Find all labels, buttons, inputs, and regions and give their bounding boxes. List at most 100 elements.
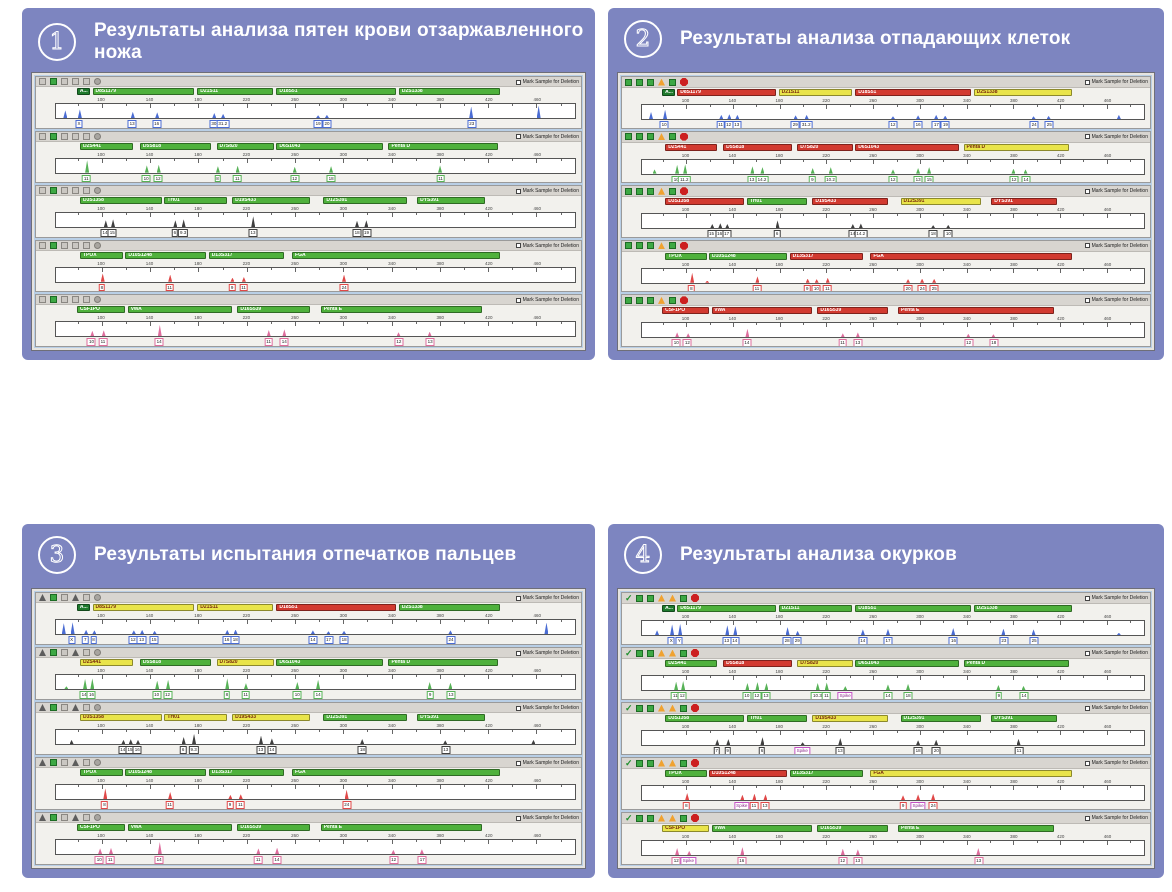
allele-label[interactable]: 16 [86,691,96,699]
mark-sample-checkbox[interactable] [1084,243,1090,249]
allele-label[interactable]: 12 [290,174,300,183]
green-square-icon[interactable] [50,132,57,140]
allele-label[interactable]: 13 [248,229,258,237]
allele-label[interactable]: 12 [677,692,687,699]
allele-label[interactable]: 14 [313,691,323,699]
allele-label[interactable]: 12 [964,339,974,346]
mark-sample-checkbox[interactable] [515,650,521,656]
green-square-icon[interactable] [636,242,643,250]
allele-label[interactable]: 14 [272,856,282,864]
allele-label[interactable]: 11 [749,802,759,809]
allele-label[interactable]: 8 [223,691,231,699]
gray-square-icon[interactable] [61,759,68,766]
allele-label[interactable]: Spike [680,857,697,864]
dark-triangle-icon[interactable] [72,649,79,656]
allele-label[interactable]: 14 [154,338,164,346]
green-square-icon[interactable] [50,78,57,85]
gray-square-icon[interactable] [39,132,46,140]
allele-label[interactable]: 11 [436,174,445,183]
green-square-icon[interactable] [50,704,57,711]
green-square-icon[interactable] [636,759,643,767]
allele-label[interactable]: 11.2 [678,175,691,183]
allele-label[interactable]: 14 [1021,175,1031,183]
allele-label[interactable]: 12 [752,692,762,699]
green-square-icon[interactable] [680,649,687,657]
warn-triangle-icon[interactable] [658,133,665,141]
allele-label[interactable]: Spike [910,802,926,809]
green-square-icon[interactable] [50,187,57,195]
allele-label[interactable]: 10.2 [824,175,837,183]
green-square-icon[interactable] [50,241,57,249]
red-octagon-icon[interactable] [691,649,699,657]
gray-square-icon[interactable] [61,132,68,140]
allele-label[interactable]: 11 [823,284,832,292]
mark-sample-checkbox[interactable] [1084,188,1090,194]
gray-circle-icon[interactable] [94,187,101,195]
allele-label[interactable]: 14 [279,338,289,346]
mark-sample-checkbox[interactable] [515,79,521,85]
allele-label[interactable]: 10 [943,230,953,237]
allele-label[interactable]: 13 [853,857,863,864]
allele-label[interactable]: 10 [141,174,151,183]
gray-circle-icon[interactable] [94,296,101,304]
allele-label[interactable]: 18 [357,746,367,754]
allele-label[interactable]: Spike [794,747,810,754]
green-square-icon[interactable] [636,187,643,195]
allele-label[interactable]: 9 [804,284,811,292]
allele-label[interactable]: 18 [989,339,999,346]
allele-label[interactable]: 8 [101,801,108,809]
green-square-icon[interactable] [647,759,654,767]
allele-label[interactable]: 9 [899,802,907,809]
green-square-icon[interactable] [50,594,57,601]
allele-label[interactable]: 24 [342,801,352,809]
allele-label[interactable]: 15 [149,636,159,644]
gray-circle-icon[interactable] [94,759,101,766]
allele-label[interactable]: 20 [903,284,913,292]
mark-sample-checkbox[interactable] [1084,297,1090,303]
allele-label[interactable]: 14 [858,637,868,644]
warn-triangle-icon[interactable] [658,594,665,602]
allele-label[interactable]: 18 [913,747,923,754]
warn-triangle-icon[interactable] [669,649,676,657]
allele-label[interactable]: 11 [752,284,762,292]
allele-label[interactable]: 6 [179,746,187,754]
allele-label[interactable]: Spike [837,692,853,699]
green-square-icon[interactable] [647,649,654,657]
gray-square-icon[interactable] [72,187,79,195]
dark-triangle-icon[interactable] [72,704,79,711]
allele-label[interactable]: 9 [995,692,1003,699]
allele-label[interactable]: 11 [253,856,263,864]
gray-square-icon[interactable] [83,704,90,711]
allele-label[interactable]: X [75,120,83,128]
allele-label[interactable]: 11 [165,283,174,292]
allele-label[interactable]: 18 [230,636,240,644]
mark-sample-checkbox[interactable] [515,243,521,249]
red-octagon-icon[interactable] [680,132,688,141]
allele-label[interactable]: 11 [105,856,115,864]
allele-label[interactable]: 13 [136,636,146,644]
gray-circle-icon[interactable] [94,241,101,249]
allele-label[interactable]: Spike [734,802,750,809]
allele-label[interactable]: 11 [1014,747,1024,754]
green-square-icon[interactable] [625,242,632,250]
green-square-icon[interactable] [636,704,643,712]
allele-label[interactable]: 18 [339,636,349,644]
green-square-icon[interactable] [50,814,57,821]
check-icon[interactable]: ✓ [625,757,633,768]
red-octagon-icon[interactable] [691,594,699,602]
allele-label[interactable]: 17 [931,121,941,128]
allele-label[interactable]: 13 [913,175,923,183]
allele-label[interactable]: 11 [241,691,251,699]
mark-sample-checkbox[interactable] [1084,705,1090,711]
allele-label[interactable]: 13 [446,691,456,699]
warn-triangle-icon[interactable] [658,187,665,195]
green-square-icon[interactable] [625,133,632,141]
dark-triangle-icon[interactable] [39,704,46,711]
gray-square-icon[interactable] [61,594,68,601]
check-icon[interactable]: ✓ [625,592,633,603]
allele-label[interactable]: 13 [441,746,451,754]
gray-circle-icon[interactable] [94,704,101,711]
allele-label[interactable]: 8 [683,802,690,809]
green-square-icon[interactable] [636,594,643,602]
allele-label[interactable]: 8 [98,283,106,292]
